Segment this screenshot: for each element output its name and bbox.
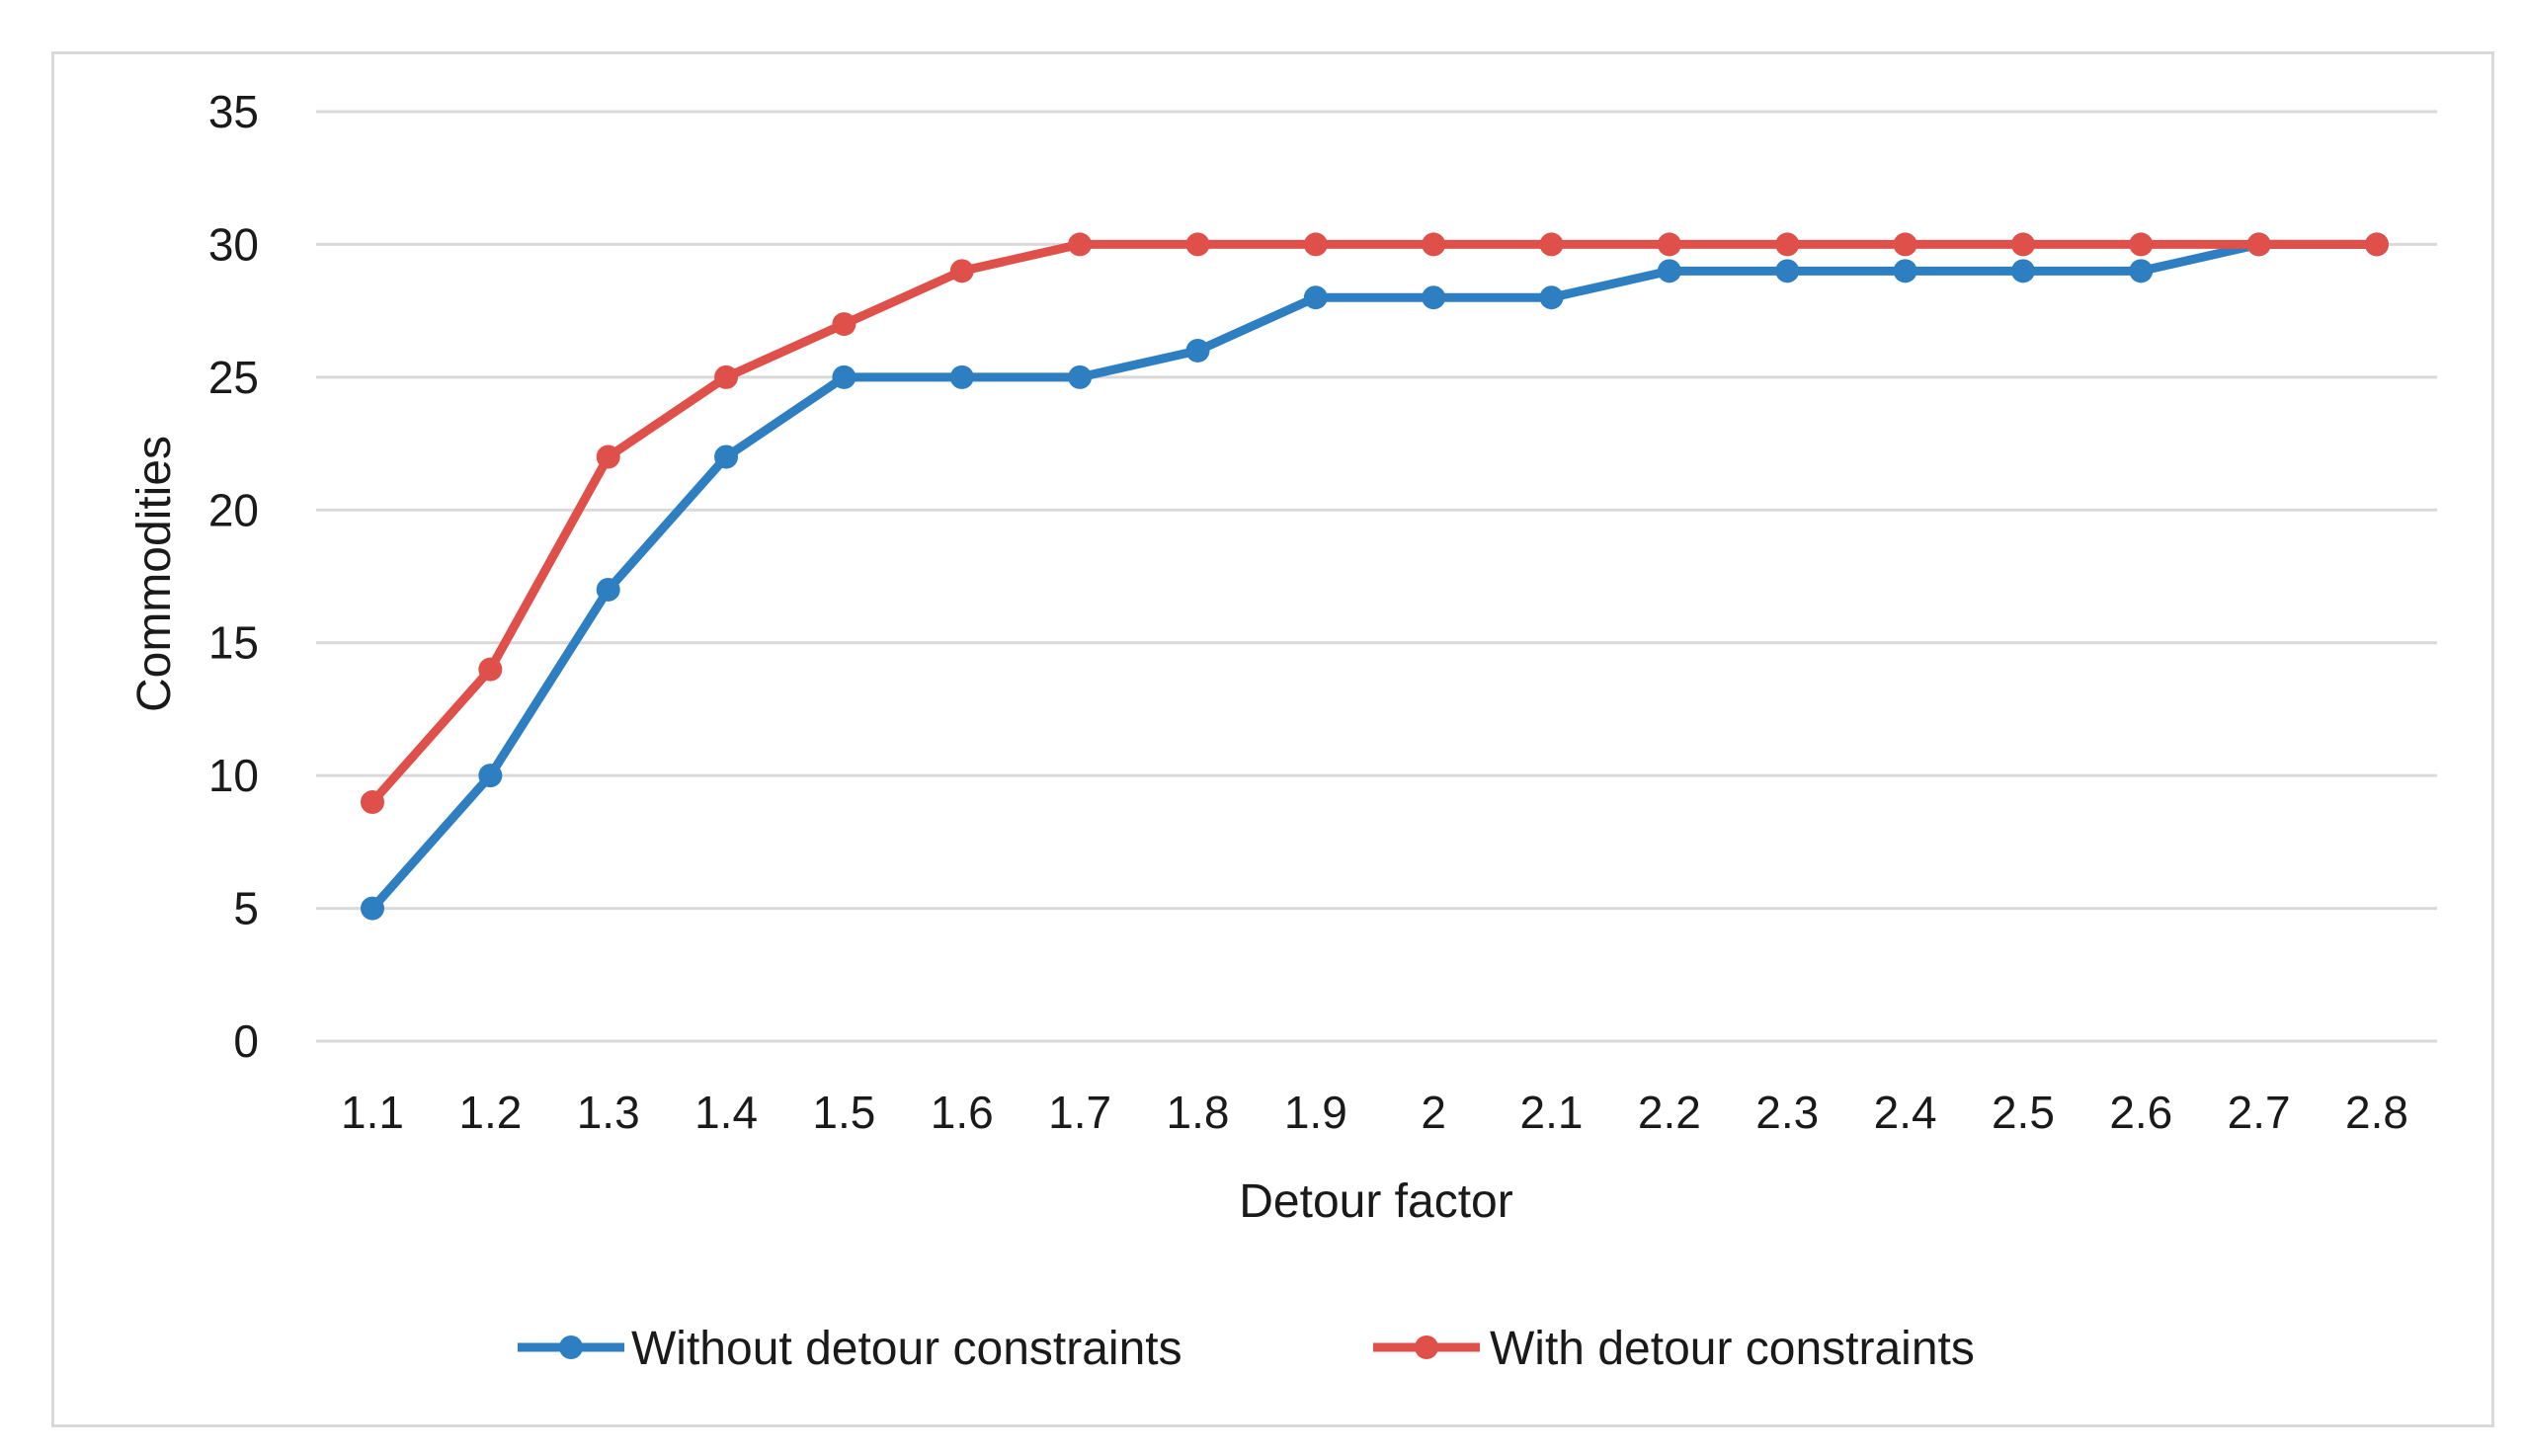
data-point	[1185, 338, 1210, 363]
data-point	[714, 445, 739, 469]
data-point	[361, 790, 384, 815]
x-tick-label: 1.7	[1048, 1087, 1111, 1138]
series-line	[368, 239, 2377, 806]
data-point	[478, 657, 503, 682]
data-point	[478, 764, 503, 788]
data-point	[596, 577, 620, 602]
x-tick-label: 2	[1421, 1087, 1446, 1138]
data-point	[2129, 259, 2154, 283]
y-axis-title: Commodities	[128, 436, 181, 712]
x-tick-label: 1.3	[577, 1087, 640, 1138]
data-point	[1893, 232, 1917, 257]
x-tick-label: 1.1	[341, 1087, 404, 1138]
x-tick-label: 2.6	[2109, 1087, 2172, 1138]
x-tick-label: 1.6	[931, 1087, 994, 1138]
x-tick-labels: 1.1 1.2 1.3 1.4 1.5 1.6 1.7 1.8 1.9 2 2.1 2.2 2.3 2.4…	[341, 1087, 2408, 1138]
data-point	[1422, 232, 1446, 257]
x-tick-label: 2.4	[1874, 1087, 1937, 1138]
gridlines	[316, 110, 2437, 1043]
data-point	[1775, 259, 1800, 283]
x-tick-label: 1.8	[1166, 1087, 1229, 1138]
data-point	[1539, 232, 1564, 257]
series-group	[361, 232, 2389, 921]
data-point	[832, 364, 856, 389]
data-point	[949, 364, 974, 389]
data-point	[1303, 285, 1328, 310]
legend-label: With detour constraints	[1490, 1323, 1975, 1375]
data-point	[1185, 232, 1210, 257]
y-tick-label: 10	[208, 750, 259, 801]
x-tick-label: 2.3	[1755, 1087, 1819, 1138]
y-tick-label: 0	[233, 1015, 259, 1067]
y-tick-label: 5	[233, 883, 259, 934]
data-point	[1068, 364, 1093, 389]
data-point	[1303, 232, 1328, 257]
legend-label: Without detour constraints	[631, 1323, 1182, 1375]
x-tick-label: 2.8	[2345, 1087, 2408, 1138]
series-line	[368, 239, 2377, 912]
legend-item: Without detour constraints	[518, 1323, 1182, 1375]
y-tick-label: 15	[208, 617, 259, 669]
data-point	[2365, 232, 2389, 257]
data-point	[2129, 232, 2154, 257]
series-1	[361, 232, 2389, 921]
legend-point-marker	[559, 1335, 583, 1359]
legend: Without detour constraints With detour co…	[518, 1323, 1975, 1375]
chart-frame	[51, 51, 2494, 1427]
data-point	[1539, 285, 1564, 310]
data-point	[2010, 232, 2035, 257]
y-tick-label: 30	[208, 218, 259, 270]
x-tick-label: 2.1	[1520, 1087, 1584, 1138]
data-point	[596, 445, 620, 469]
x-axis-title: Detour factor	[1239, 1175, 1512, 1228]
data-point	[714, 364, 739, 389]
data-point	[1775, 232, 1800, 257]
x-tick-label: 1.9	[1284, 1087, 1347, 1138]
series-2	[361, 232, 2389, 815]
data-point	[1068, 232, 1093, 257]
y-tick-label: 25	[208, 352, 259, 403]
x-tick-label: 2.7	[2228, 1087, 2291, 1138]
x-tick-label: 2.2	[1638, 1087, 1701, 1138]
data-point	[1422, 285, 1446, 310]
y-tick-label: 35	[208, 86, 259, 137]
data-point	[2010, 259, 2035, 283]
data-point	[2246, 232, 2271, 257]
y-tick-label: 20	[208, 484, 259, 535]
x-tick-label: 1.4	[694, 1087, 758, 1138]
data-point	[1657, 232, 1681, 257]
x-tick-label: 1.2	[458, 1087, 522, 1138]
legend-item: With detour constraints	[1373, 1323, 1975, 1375]
x-tick-label: 2.5	[1992, 1087, 2055, 1138]
legend-point-marker	[1415, 1335, 1438, 1359]
data-point	[832, 312, 856, 337]
y-tick-labels: 0 5 10 15 20 25 30 35	[208, 86, 259, 1067]
x-tick-label: 1.5	[812, 1087, 875, 1138]
data-point	[949, 259, 974, 283]
data-point	[1657, 259, 1681, 283]
data-point	[1893, 259, 1917, 283]
data-point	[361, 896, 384, 921]
